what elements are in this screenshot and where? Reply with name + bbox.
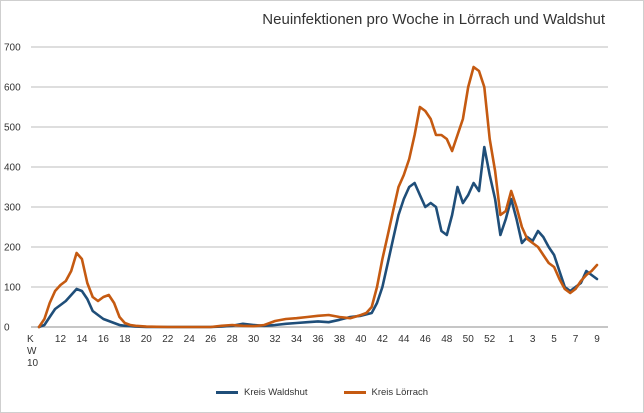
legend-item: Kreis Lörrach [343, 387, 429, 398]
y-tick-label: 200 [4, 243, 21, 254]
x-tick-label: 7 [573, 334, 579, 345]
x-tick-label: W [27, 346, 37, 357]
x-tick-label: 18 [119, 334, 131, 345]
x-tick-label: 24 [184, 334, 196, 345]
x-tick-label: 38 [334, 334, 346, 345]
x-tick-label: 36 [312, 334, 324, 345]
x-tick-label: 50 [463, 334, 475, 345]
legend-label: Kreis Waldshut [243, 387, 308, 398]
x-tick-label: 1 [508, 334, 514, 345]
x-tick-label: 22 [162, 334, 174, 345]
x-tick-label: 28 [227, 334, 239, 345]
y-tick-label: 500 [4, 123, 21, 134]
chart-title: Neuinfektionen pro Woche in Lörrach und … [262, 11, 605, 28]
x-tick-label: 14 [76, 334, 88, 345]
legend: Kreis Waldshut Kreis Lörrach [1, 387, 643, 398]
x-tick-label: 9 [594, 334, 600, 345]
x-tick-label: 40 [355, 334, 367, 345]
x-tick-label: 30 [248, 334, 260, 345]
y-tick-label: 400 [4, 163, 21, 174]
series-line-0 [37, 145, 599, 329]
x-tick-label: K [27, 334, 34, 345]
legend-swatch [215, 391, 238, 394]
x-tick-label: 5 [551, 334, 557, 345]
y-tick-label: 300 [4, 203, 21, 214]
x-tick-label: 42 [377, 334, 389, 345]
x-tick-label: 3 [530, 334, 536, 345]
x-tick-label: 52 [484, 334, 496, 345]
y-tick-label: 0 [4, 323, 10, 334]
x-tick-label: 32 [270, 334, 282, 345]
x-tick-label: 16 [98, 334, 110, 345]
y-tick-label: 700 [4, 43, 21, 54]
series-line-1 [37, 65, 599, 329]
series-layer [37, 65, 599, 329]
x-tick-label: 34 [291, 334, 303, 345]
legend-swatch [343, 391, 366, 394]
x-tick-label: 10 [27, 358, 39, 369]
x-tick-label: 46 [420, 334, 432, 345]
x-tick-label: 48 [441, 334, 453, 345]
legend-item: Kreis Waldshut [215, 387, 308, 398]
legend-label: Kreis Lörrach [371, 387, 429, 398]
x-tick-label: 26 [205, 334, 217, 345]
x-tick-label: 20 [141, 334, 153, 345]
grid-layer [31, 46, 608, 288]
y-tick-label: 100 [4, 283, 21, 294]
y-tick-label: 600 [4, 83, 21, 94]
x-tick-label: 12 [55, 334, 67, 345]
x-tick-label: 44 [398, 334, 410, 345]
